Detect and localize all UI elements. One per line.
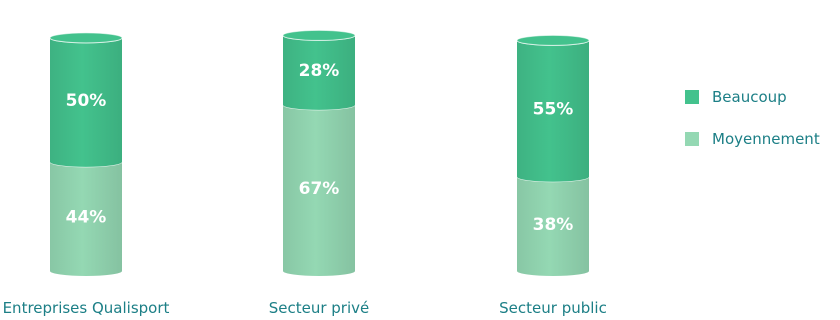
data-label: 55% [533, 100, 574, 120]
bar-segment-moyennement-secteur-public [517, 176, 589, 276]
cylinder-top-cap [516, 34, 590, 46]
category-label: Entreprises Qualisport [3, 299, 170, 317]
bar-segment-beaucoup-secteur-prive [283, 35, 355, 110]
bar-segment-moyennement-entreprises-qualisport [50, 161, 122, 276]
legend-swatch-beaucoup [685, 90, 699, 104]
category-label: Secteur privé [269, 299, 370, 317]
chart-bars: 44% 50% 67% 28% 38% 55% [49, 29, 590, 276]
legend-swatch-moyennement [685, 132, 699, 146]
category-labels: Entreprises Qualisport Secteur privé Secte… [3, 299, 607, 317]
cylinder-top-cap [49, 32, 123, 44]
bar-segment-beaucoup-entreprises-qualisport [50, 37, 122, 167]
legend-label-beaucoup: Beaucoup [712, 88, 787, 106]
legend-label-moyennement: Moyennement [712, 130, 820, 148]
cylinder-top-cap [282, 29, 356, 41]
data-label: 50% [66, 91, 107, 111]
bar-segment-moyennement-secteur-prive [283, 104, 355, 276]
bar-segment-beaucoup-secteur-public [517, 40, 589, 182]
data-label: 28% [299, 61, 340, 81]
data-label: 44% [66, 207, 107, 227]
legend: Beaucoup Moyennement [685, 88, 820, 148]
data-label: 67% [299, 179, 340, 199]
data-label: 38% [533, 215, 574, 235]
category-label: Secteur public [499, 299, 607, 317]
